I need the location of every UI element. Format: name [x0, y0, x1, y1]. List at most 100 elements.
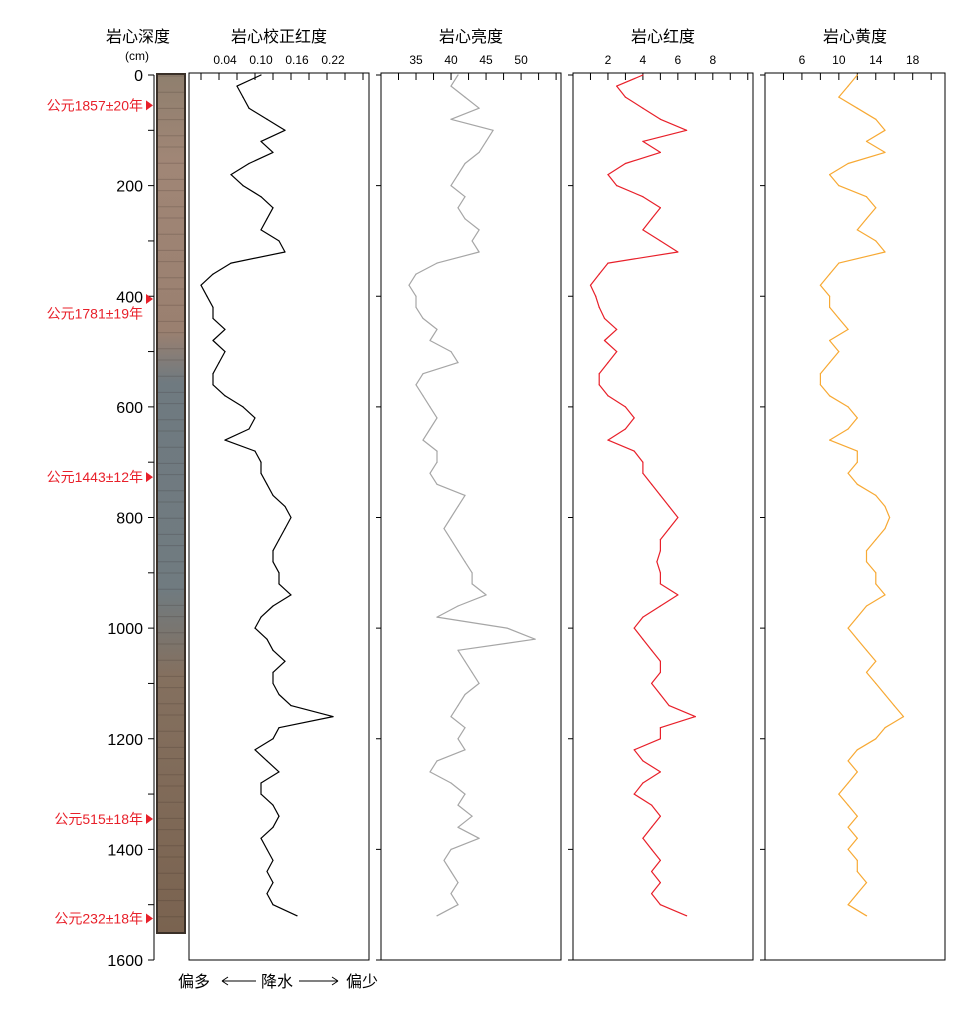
data-point [884, 527, 886, 530]
data-point [248, 428, 250, 430]
data-point [856, 859, 858, 862]
data-point [450, 716, 452, 718]
data-point [668, 527, 670, 530]
data-point [266, 483, 268, 485]
age-marker-label: 公元515±18年 [54, 811, 143, 827]
data-point [829, 273, 831, 275]
data-point [838, 793, 840, 795]
data-point [278, 727, 280, 729]
data-point [595, 295, 597, 297]
data-point [651, 649, 653, 651]
data-point [685, 129, 688, 131]
data-point [659, 815, 661, 817]
age-marker-label: 公元1443±12年 [47, 469, 143, 485]
precip-label: 降水 [261, 973, 293, 991]
data-point [492, 129, 494, 131]
data-point [224, 350, 226, 353]
data-point [624, 428, 627, 430]
precipitation-annotation: 偏多 降水 偏少 [178, 973, 378, 991]
data-point [415, 295, 417, 297]
data-point [464, 749, 466, 751]
data-point [865, 561, 868, 563]
data-point [429, 339, 431, 342]
data-point [272, 151, 274, 154]
data-point [415, 273, 417, 275]
data-point [332, 716, 334, 718]
age-marker-arrow-icon [146, 294, 153, 305]
data-point [436, 450, 438, 452]
data-point [429, 428, 431, 430]
data-point [443, 527, 445, 530]
depth-tick-label: 200 [116, 179, 143, 196]
data-point [847, 848, 849, 850]
data-point [471, 671, 473, 673]
panels: 岩心校正红度 0.04 0.10 0.16 0.22 岩心亮度 35 40 45 50 岩心红度 2 4… [188, 28, 946, 961]
data-point [624, 162, 627, 165]
data-point [659, 859, 661, 862]
data-point [642, 461, 644, 463]
depth-axis-title: 岩心深度 [106, 28, 170, 46]
data-point [651, 682, 653, 685]
depth-tick-label: 1200 [107, 732, 143, 749]
data-point [471, 572, 473, 574]
x-tick-label: 6 [799, 53, 806, 67]
panel-2: 岩心亮度 35 40 45 50 [376, 28, 562, 961]
panel-title: 岩心亮度 [439, 28, 503, 46]
data-point [248, 162, 250, 165]
data-point [457, 904, 459, 906]
data-point [478, 229, 480, 231]
data-point [829, 295, 831, 297]
data-point [865, 649, 868, 651]
data-point [272, 804, 274, 806]
data-point [422, 439, 424, 441]
data-point [847, 162, 849, 165]
data-point [607, 395, 609, 397]
data-point [838, 262, 840, 264]
data-point [889, 516, 891, 519]
data-point [847, 627, 849, 629]
age-marker-label: 公元232±18年 [54, 911, 143, 927]
panel-frame [188, 72, 370, 961]
data-point [607, 173, 609, 176]
x-tick-label: 6 [675, 53, 682, 67]
panel-4: 岩心黄度 6 10 14 18 [760, 28, 946, 961]
data-point [457, 207, 459, 209]
data-point [230, 262, 232, 264]
data-point [230, 173, 232, 176]
data-point [884, 727, 886, 729]
data-point [266, 638, 268, 640]
data-point [659, 605, 661, 607]
data-point [856, 893, 858, 895]
data-point [642, 140, 644, 142]
data-point [260, 472, 262, 474]
data-point [838, 317, 840, 319]
data-point [856, 450, 858, 452]
core-bands [158, 75, 184, 918]
age-marker-arrow-icon [146, 100, 153, 111]
data-point [875, 738, 877, 740]
data-point [659, 738, 661, 740]
data-point [266, 893, 268, 895]
data-point [471, 240, 473, 242]
data-point [478, 837, 480, 839]
x-tick-label: 45 [479, 53, 493, 67]
data-point [633, 793, 635, 795]
x-tick-label: 0.04 [213, 53, 237, 67]
data-point [659, 207, 661, 209]
data-point [278, 583, 280, 585]
data-point [254, 450, 256, 452]
data-point [659, 904, 661, 906]
data-point [478, 107, 480, 109]
data-point [296, 915, 298, 917]
data-point [829, 439, 831, 441]
data-point [429, 771, 431, 773]
data-point [450, 539, 452, 541]
data-point [422, 317, 424, 319]
series-line [589, 74, 696, 917]
data-point [616, 328, 618, 331]
data-point [284, 527, 286, 530]
data-point [485, 594, 487, 596]
data-point [668, 704, 670, 707]
data-point [598, 306, 600, 308]
data-point [694, 716, 696, 718]
